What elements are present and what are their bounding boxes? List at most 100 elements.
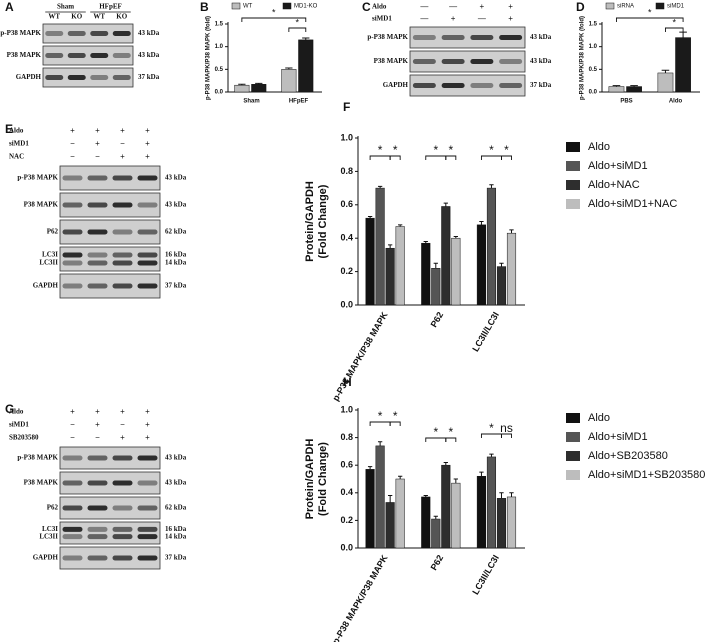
error-bar <box>489 453 494 457</box>
row-label: P38 MAPK <box>7 51 42 59</box>
condition-label: siMD1 <box>9 421 29 429</box>
legend-label: Aldo+siMD1 <box>588 160 648 172</box>
error-bar <box>509 492 514 497</box>
size-label: 37 kDa <box>138 73 160 81</box>
condition-mark: — <box>420 2 428 11</box>
blot-image <box>409 50 526 73</box>
blot-band <box>112 75 131 80</box>
blot-band <box>87 175 108 181</box>
row-label: P38 MAPK <box>24 479 59 487</box>
x-tick-label: p-P38 MAPK/P38 MAPK <box>330 310 389 403</box>
row-label: p-P38 MAPK <box>367 33 408 41</box>
y-tick-label: 0.0 <box>340 299 353 309</box>
y-tick-label: 0.2 <box>340 515 353 525</box>
blot-image <box>42 23 134 44</box>
bar <box>441 464 451 549</box>
bar <box>298 39 314 93</box>
x-tick-label: P62 <box>429 310 446 329</box>
row-label: p-P38 MAPK <box>17 454 58 462</box>
condition-mark: + <box>120 126 125 135</box>
blot-band <box>137 252 158 258</box>
blot-band <box>137 480 158 486</box>
condition-label: Aldo <box>9 127 24 135</box>
legend-swatch <box>566 199 580 209</box>
error-bar <box>661 69 670 73</box>
blot-band <box>67 53 86 58</box>
blot-band <box>137 229 158 235</box>
condition-mark: + <box>145 407 150 416</box>
panel-letter: F <box>343 100 350 114</box>
error-bar <box>453 478 458 484</box>
legend-swatch <box>655 2 665 10</box>
y-tick-label: 0.4 <box>340 487 353 497</box>
y-tick-label: 0.6 <box>340 199 353 209</box>
error-bar <box>285 67 293 70</box>
error-bar <box>238 83 246 86</box>
size-label: 37 kDa <box>165 282 187 290</box>
significance-label: * <box>433 143 438 157</box>
condition-mark: − <box>70 139 75 148</box>
blot-band <box>137 202 158 208</box>
error-bar <box>377 185 383 189</box>
condition-mark: + <box>120 152 125 161</box>
y-tick-label: 0.5 <box>589 67 598 73</box>
error-bar <box>423 495 428 497</box>
blot-band <box>45 31 64 36</box>
significance-label: * <box>504 143 509 157</box>
error-bar <box>367 215 373 219</box>
blot-band <box>137 526 158 532</box>
blot-image <box>59 246 161 272</box>
condition-mark: + <box>145 139 150 148</box>
error-bar <box>387 495 393 503</box>
blot-band <box>62 455 83 461</box>
panel-letter: G <box>5 402 14 416</box>
error-bar <box>612 85 621 87</box>
condition-mark: + <box>95 420 100 429</box>
blot-band <box>499 83 523 88</box>
y-tick-label: 0.8 <box>340 166 353 176</box>
y-tick-label: 0.8 <box>340 432 353 442</box>
x-tick-label: Aldo <box>669 99 683 105</box>
blot-band <box>441 83 465 88</box>
significance-label: * <box>272 7 276 17</box>
significance-label: * <box>378 409 383 423</box>
blot-band <box>87 526 108 532</box>
blot-band <box>87 202 108 208</box>
blot-image <box>59 471 161 495</box>
condition-mark: + <box>145 126 150 135</box>
bar <box>251 84 267 93</box>
error-bar <box>443 202 448 207</box>
legend-swatch <box>566 470 580 480</box>
error-bar <box>423 241 428 244</box>
size-label: 16 kDa <box>165 525 187 533</box>
blot-image <box>409 74 526 97</box>
bar <box>657 72 674 93</box>
panel-letter: A <box>5 0 14 14</box>
row-label: LC3II <box>39 532 58 540</box>
bar <box>675 37 691 93</box>
size-label: 62 kDa <box>165 228 187 236</box>
legend-label: Aldo+siMD1+NAC <box>588 198 677 210</box>
y-tick-label: 1.5 <box>589 22 598 28</box>
bar <box>431 518 441 549</box>
size-label: 43 kDa <box>138 51 160 59</box>
legend-label: Aldo <box>588 141 610 153</box>
condition-mark: + <box>70 407 75 416</box>
bar <box>385 247 395 306</box>
legend-swatch <box>566 161 580 171</box>
significance-label: * <box>448 143 453 157</box>
row-label: GAPDH <box>33 282 59 290</box>
panel-letter: E <box>5 122 13 136</box>
blot-band <box>137 455 158 461</box>
legend-label: WT <box>243 4 253 10</box>
x-tick-label: PBS <box>620 99 632 105</box>
blot-band <box>137 283 158 289</box>
legend-label: Aldo+siMD1 <box>588 431 648 443</box>
blot-band <box>62 202 83 208</box>
size-label: 14 kDa <box>165 532 187 540</box>
row-label: GAPDH <box>383 81 409 89</box>
blot-band <box>45 75 64 80</box>
condition-label: SB203580 <box>9 434 39 442</box>
bar <box>375 445 385 549</box>
bar <box>506 232 517 306</box>
